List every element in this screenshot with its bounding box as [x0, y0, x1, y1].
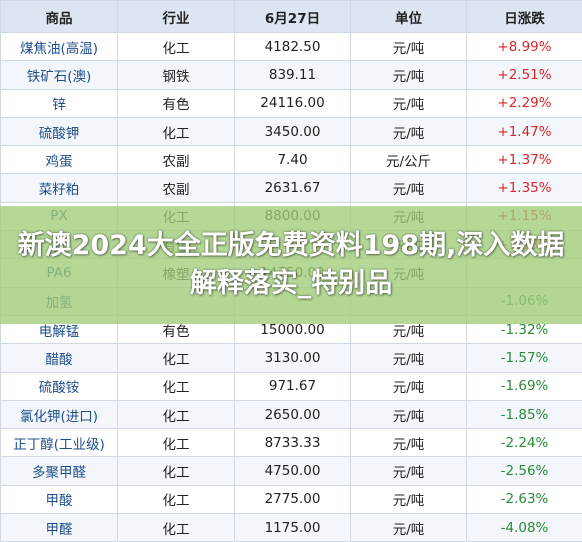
- unit-cell: 元/吨: [351, 400, 467, 428]
- price-cell: 2631.67: [235, 174, 351, 202]
- price-cell: 2775.00: [235, 485, 351, 513]
- price-cell: 7.40: [235, 146, 351, 174]
- sector-cell: 化工: [118, 400, 235, 428]
- price-cell: 4182.50: [235, 33, 351, 61]
- daily-change-cell: -1.57%: [467, 344, 582, 372]
- price-cell: 3130.00: [235, 344, 351, 372]
- price-cell: 839.11: [235, 61, 351, 89]
- daily-change-cell: +1.47%: [467, 117, 582, 145]
- daily-change-cell: -2.63%: [467, 485, 582, 513]
- daily-change-cell: +8.99%: [467, 33, 582, 61]
- price-cell: 3450.00: [235, 117, 351, 145]
- commodity-name-cell: 硫酸钾: [1, 117, 118, 145]
- commodity-name-cell: 氯化钾(进口): [1, 400, 118, 428]
- commodity-name-cell: 煤焦油(高温): [1, 33, 118, 61]
- sector-cell: 化工: [118, 457, 235, 485]
- commodity-name-cell: 鸡蛋: [1, 146, 118, 174]
- unit-cell: 元/吨: [351, 372, 467, 400]
- header-sector: 行业: [118, 1, 235, 33]
- price-cell: 4750.00: [235, 457, 351, 485]
- watermark-banner: 新澳2024大全正版免费资料198期,深入数据解释落实_特别品: [0, 206, 582, 324]
- daily-change-cell: -1.69%: [467, 372, 582, 400]
- sector-cell: 化工: [118, 372, 235, 400]
- sector-cell: 化工: [118, 33, 235, 61]
- daily-change-cell: -1.85%: [467, 400, 582, 428]
- commodity-name-cell: 甲醛: [1, 514, 118, 542]
- sector-cell: 农副: [118, 174, 235, 202]
- commodity-name-cell: 硫酸铵: [1, 372, 118, 400]
- unit-cell: 元/吨: [351, 117, 467, 145]
- sector-cell: 化工: [118, 344, 235, 372]
- unit-cell: 元/吨: [351, 514, 467, 542]
- table-header-row: 商品 行业 6月27日 单位 日涨跌: [1, 1, 582, 33]
- sector-cell: 化工: [118, 429, 235, 457]
- price-cell: 1175.00: [235, 514, 351, 542]
- commodity-name-cell: 铁矿石(澳): [1, 61, 118, 89]
- sector-cell: 有色: [118, 89, 235, 117]
- commodity-name-cell: 多聚甲醛: [1, 457, 118, 485]
- daily-change-cell: +1.37%: [467, 146, 582, 174]
- unit-cell: 元/吨: [351, 61, 467, 89]
- daily-change-cell: +1.35%: [467, 174, 582, 202]
- header-commodity: 商品: [1, 1, 118, 33]
- unit-cell: 元/吨: [351, 344, 467, 372]
- banner-text: 新澳2024大全正版免费资料198期,深入数据解释落实_特别品: [11, 227, 571, 303]
- daily-change-cell: -2.56%: [467, 457, 582, 485]
- sector-cell: 钢铁: [118, 61, 235, 89]
- daily-change-cell: +2.29%: [467, 89, 582, 117]
- price-cell: 971.67: [235, 372, 351, 400]
- price-cell: 2650.00: [235, 400, 351, 428]
- unit-cell: 元/吨: [351, 485, 467, 513]
- unit-cell: 元/吨: [351, 89, 467, 117]
- commodity-name-cell: 锌: [1, 89, 118, 117]
- sector-cell: 化工: [118, 117, 235, 145]
- price-cell: 24116.00: [235, 89, 351, 117]
- header-unit: 单位: [351, 1, 467, 33]
- unit-cell: 元/吨: [351, 457, 467, 485]
- header-daily-change: 日涨跌: [467, 1, 582, 33]
- daily-change-cell: +2.51%: [467, 61, 582, 89]
- sector-cell: 化工: [118, 485, 235, 513]
- commodity-name-cell: 甲酸: [1, 485, 118, 513]
- commodity-name-cell: 醋酸: [1, 344, 118, 372]
- sector-cell: 农副: [118, 146, 235, 174]
- sector-cell: 化工: [118, 514, 235, 542]
- daily-change-cell: -2.24%: [467, 429, 582, 457]
- unit-cell: 元/吨: [351, 429, 467, 457]
- price-cell: 8733.33: [235, 429, 351, 457]
- commodity-name-cell: 菜籽粕: [1, 174, 118, 202]
- header-date-price: 6月27日: [235, 1, 351, 33]
- commodity-name-cell: 正丁醇(工业级): [1, 429, 118, 457]
- unit-cell: 元/吨: [351, 33, 467, 61]
- daily-change-cell: -4.08%: [467, 514, 582, 542]
- unit-cell: 元/公斤: [351, 146, 467, 174]
- unit-cell: 元/吨: [351, 174, 467, 202]
